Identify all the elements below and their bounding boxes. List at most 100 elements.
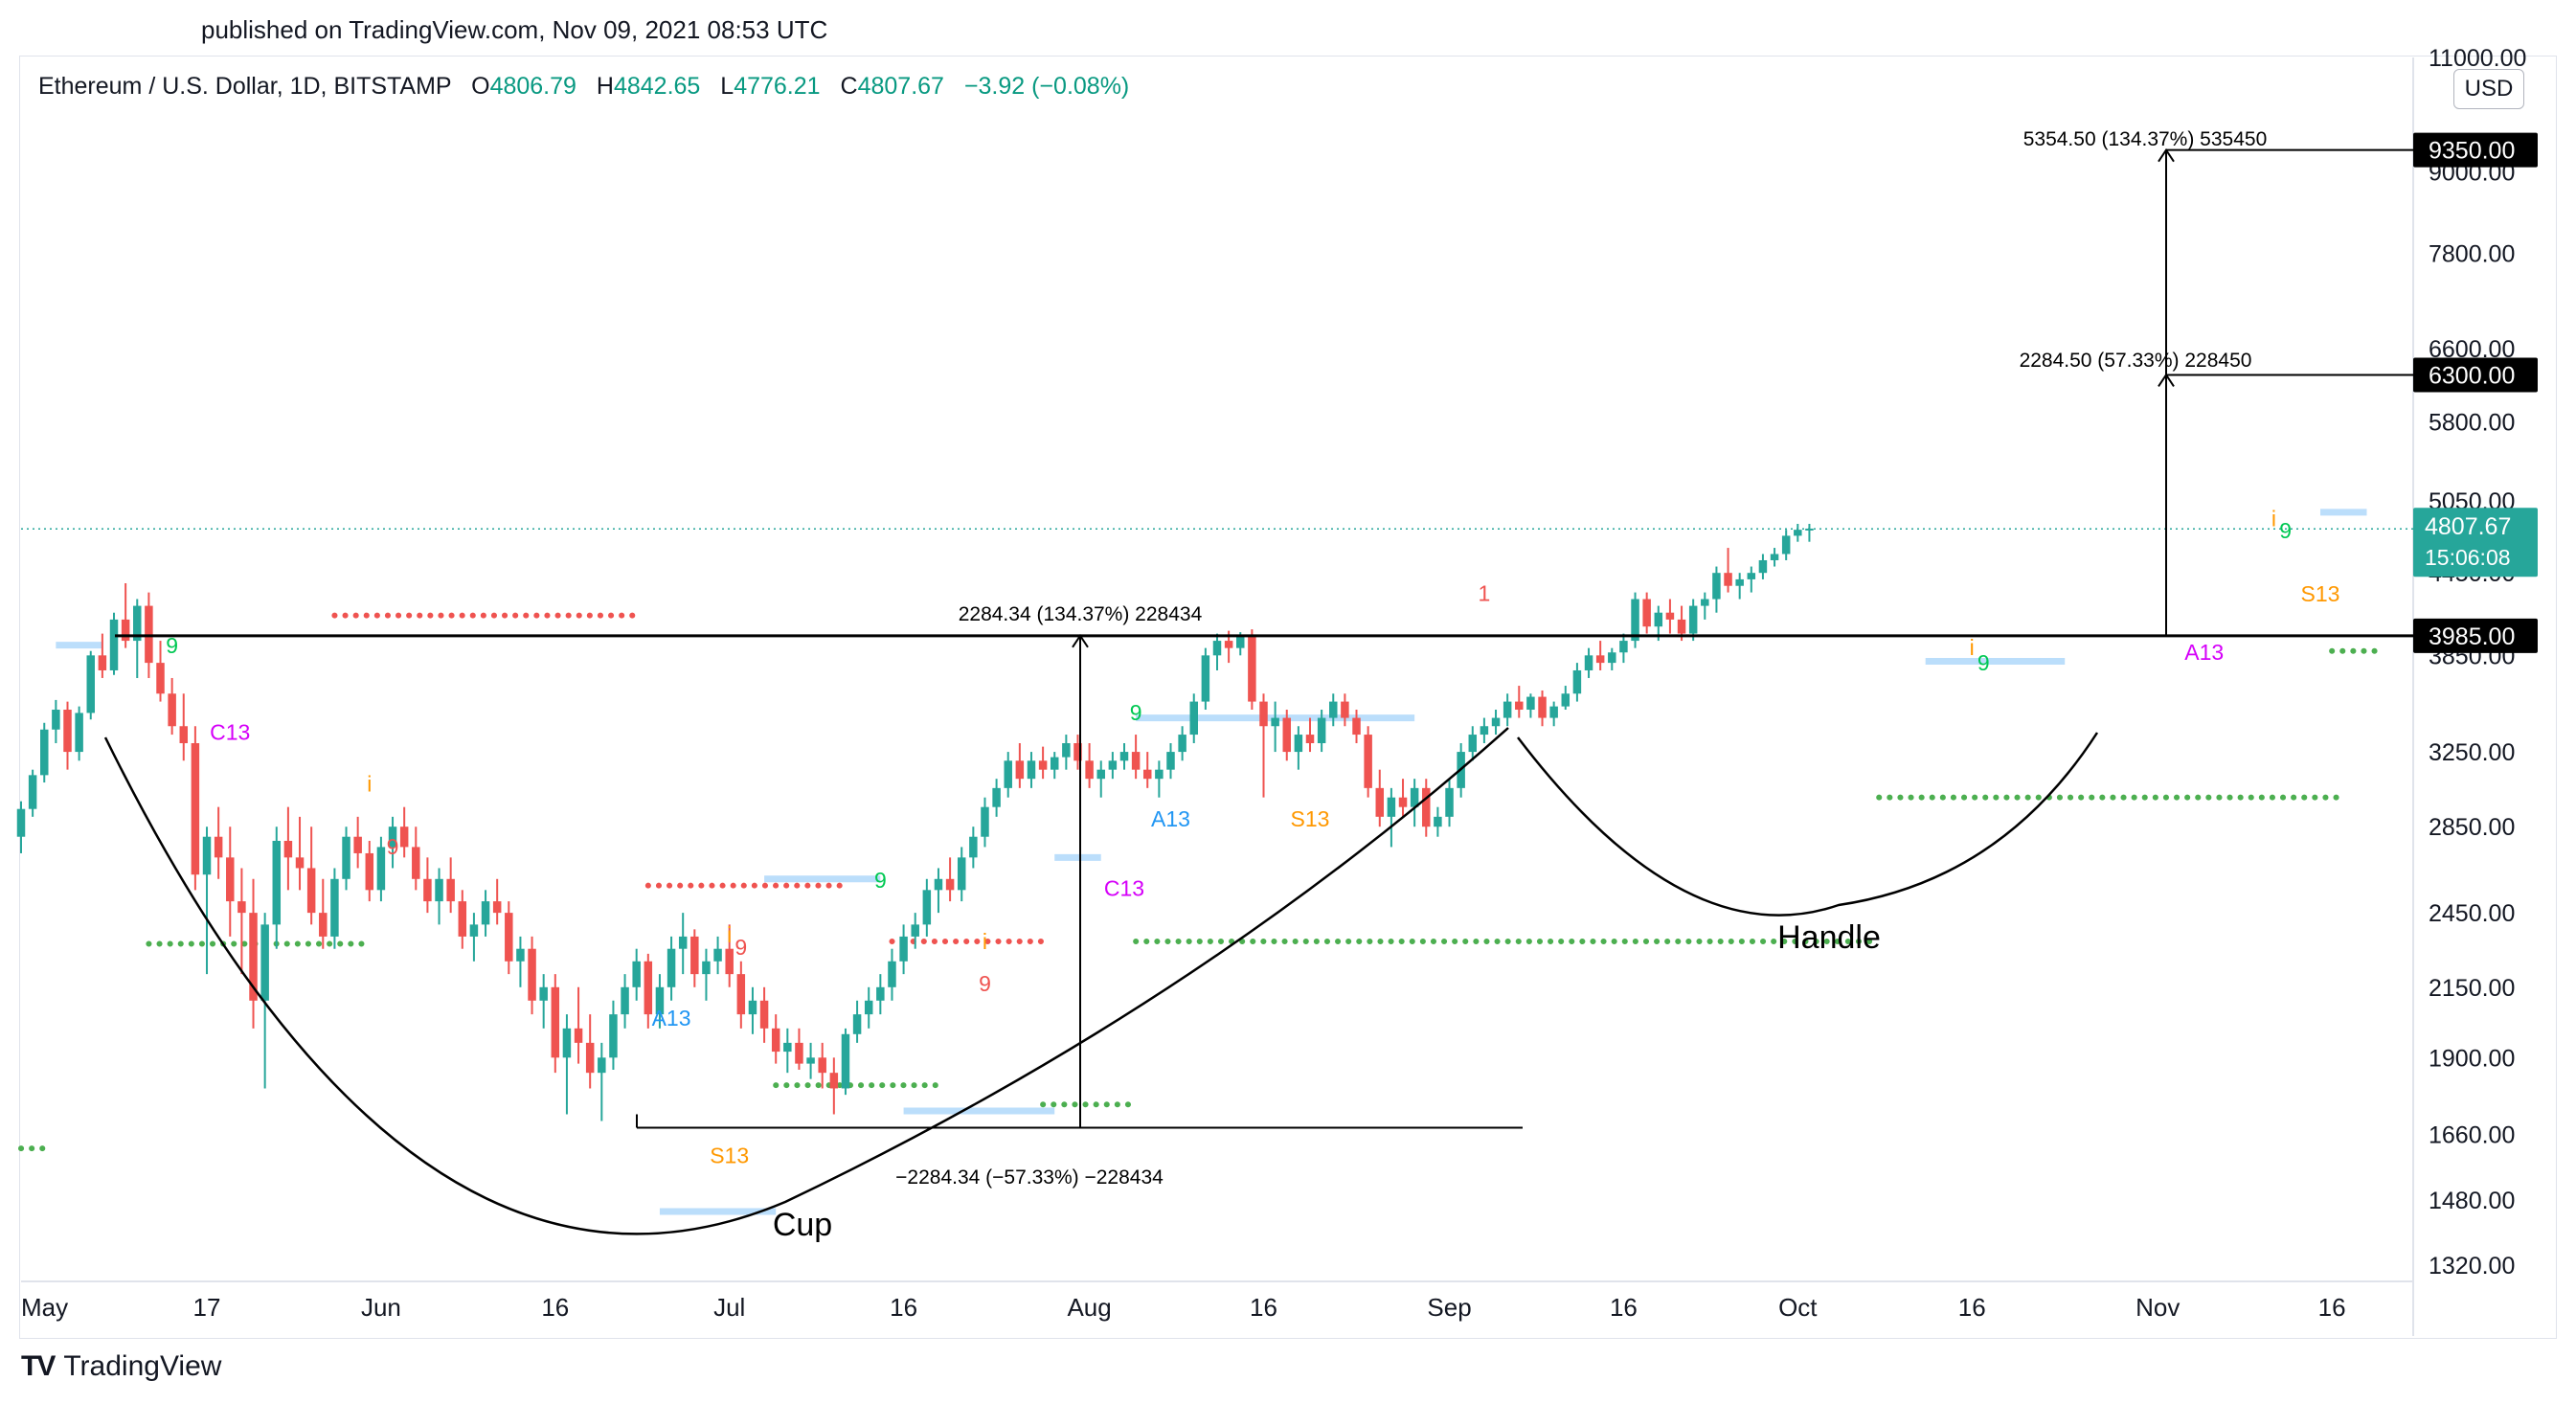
- published-caption: published on TradingView.com, Nov 09, 20…: [201, 15, 828, 44]
- target-9350-arrowhead: [2158, 147, 2175, 163]
- candle-up: [1491, 717, 1501, 727]
- level-price-tag: [2413, 618, 2538, 653]
- td-sequential-label: C13: [1104, 875, 1144, 900]
- candle-up: [1770, 554, 1779, 560]
- candle-down: [795, 1042, 803, 1064]
- candle-up: [1503, 701, 1512, 718]
- td-sequential-label: A13: [1151, 806, 1190, 831]
- candle-up: [1735, 578, 1744, 586]
- close-value: 4807.67: [857, 73, 944, 100]
- candle-up: [1434, 816, 1442, 827]
- candle-up: [469, 924, 479, 937]
- candle-down: [505, 913, 513, 962]
- candle-up: [969, 836, 978, 858]
- currency-button[interactable]: USD: [2453, 69, 2524, 109]
- measurement-label-target1: 2284.50 (57.33%) 228450: [2020, 350, 2252, 372]
- candle-down: [1038, 760, 1048, 770]
- footer-brand: TV TradingView: [21, 1350, 221, 1383]
- candle-down: [446, 878, 455, 902]
- candle-down: [644, 961, 653, 1015]
- candle-up: [16, 808, 26, 837]
- candle-down: [214, 836, 223, 858]
- candle-down: [121, 619, 130, 642]
- candle-down: [1282, 717, 1292, 753]
- candle-up: [388, 827, 397, 848]
- candle-up: [481, 901, 490, 925]
- level-price-tag: [2413, 357, 2538, 393]
- candle-down: [1375, 787, 1385, 817]
- candle-up: [678, 936, 688, 949]
- candle-up: [1027, 760, 1036, 780]
- candle-up: [1631, 599, 1639, 642]
- countdown-text: 15:06:08: [2425, 545, 2511, 570]
- candle-up: [1526, 696, 1535, 711]
- handle-curve: [1517, 732, 2099, 917]
- x-tick-label: 16: [2318, 1293, 2346, 1322]
- candle-up: [1608, 652, 1616, 664]
- candle-up: [52, 710, 60, 730]
- candle-up: [1561, 693, 1570, 707]
- candle-up: [1212, 641, 1222, 656]
- candle-down: [771, 1028, 780, 1053]
- candle-up: [632, 961, 641, 987]
- td-sequential-label: 9: [166, 633, 178, 658]
- candle-up: [783, 1042, 792, 1053]
- candle-down: [585, 1042, 595, 1074]
- candle-down: [1224, 641, 1233, 648]
- candle-up: [911, 924, 919, 937]
- candle-up: [330, 878, 339, 937]
- candle-down: [191, 743, 200, 875]
- x-tick-label: Jul: [713, 1293, 745, 1322]
- candle-up: [1108, 760, 1118, 770]
- chart-legend: Ethereum / U.S. Dollar, 1D, BITSTAMP O48…: [38, 73, 1129, 101]
- candle-down: [226, 857, 235, 902]
- candle-up: [516, 948, 525, 962]
- high-value: 4842.65: [613, 73, 701, 100]
- measurement-label-up: 2284.34 (134.37%) 228434: [959, 603, 1203, 625]
- candle-up: [562, 1028, 572, 1058]
- candle-down: [551, 986, 560, 1058]
- candle-down: [1073, 743, 1082, 761]
- candle-down: [736, 974, 746, 1015]
- cup-curve: [103, 727, 1509, 1235]
- candle-up: [86, 655, 96, 713]
- low-value: 4776.21: [734, 73, 821, 100]
- y-tick-label: 5800.00: [2429, 410, 2515, 437]
- open-label: O: [471, 73, 490, 100]
- candle-down: [353, 836, 362, 853]
- candle-down: [818, 1057, 826, 1074]
- candle-down: [1352, 717, 1361, 736]
- candle-up: [342, 836, 350, 879]
- candle-down: [574, 1028, 583, 1043]
- y-tick-label: 1660.00: [2429, 1122, 2515, 1149]
- candle-up: [1317, 717, 1326, 744]
- candle-up: [1236, 636, 1245, 648]
- y-tick-label: 7800.00: [2429, 240, 2515, 267]
- candle-up: [713, 948, 722, 962]
- measurement-label-target2: 5354.50 (134.37%) 535450: [2023, 128, 2268, 150]
- candles-group: [16, 524, 1814, 1121]
- candle-up: [435, 878, 443, 902]
- candle-up: [1387, 797, 1396, 817]
- td-sequential-label: S13: [1291, 806, 1330, 831]
- change-value: −3.92 (−0.08%): [963, 73, 1130, 100]
- candle-down: [156, 663, 165, 694]
- candle-up: [1445, 787, 1454, 817]
- candle-down: [1364, 735, 1372, 788]
- td-sequential-label: 9: [734, 935, 747, 960]
- candle-down: [1724, 573, 1732, 586]
- candle-up: [888, 961, 896, 987]
- candle-up: [1701, 599, 1709, 606]
- candle-down: [423, 878, 432, 902]
- candle-up: [667, 948, 676, 987]
- candle-down: [1642, 599, 1651, 627]
- y-tick-label: 1480.00: [2429, 1188, 2515, 1214]
- x-tick-label: Aug: [1067, 1293, 1111, 1322]
- candle-up: [1155, 769, 1164, 780]
- candle-down: [412, 847, 420, 879]
- brand-name: TradingView: [63, 1350, 222, 1382]
- measurement-label-down: −2284.34 (−57.33%) −228434: [895, 1166, 1164, 1189]
- candle-down: [1305, 735, 1315, 744]
- candle-down: [1677, 619, 1686, 634]
